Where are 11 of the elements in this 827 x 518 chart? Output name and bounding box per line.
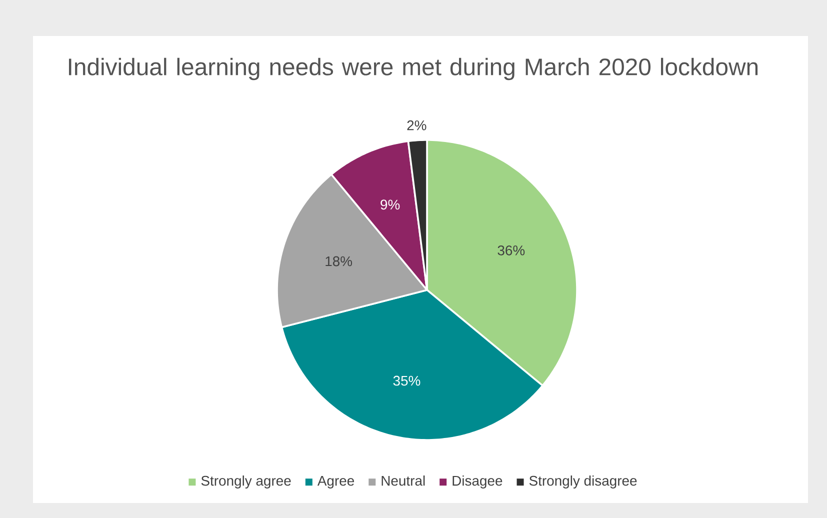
chart-title: Individual learning needs were met during March 2020 lockdown bbox=[68, 58, 758, 80]
data-label: 9% bbox=[380, 200, 400, 210]
legend-label: Strongly disagree bbox=[529, 475, 637, 488]
data-label: 36% bbox=[498, 245, 525, 256]
legend-label: Agree bbox=[317, 476, 354, 488]
legend-label: Strongly agree bbox=[201, 475, 291, 488]
legend-label: Neutral bbox=[382, 475, 425, 486]
legend-label: Disagee bbox=[452, 475, 502, 488]
data-label: 35% bbox=[393, 376, 420, 386]
data-label: 2% bbox=[407, 120, 426, 130]
data-label: 18% bbox=[326, 256, 352, 266]
